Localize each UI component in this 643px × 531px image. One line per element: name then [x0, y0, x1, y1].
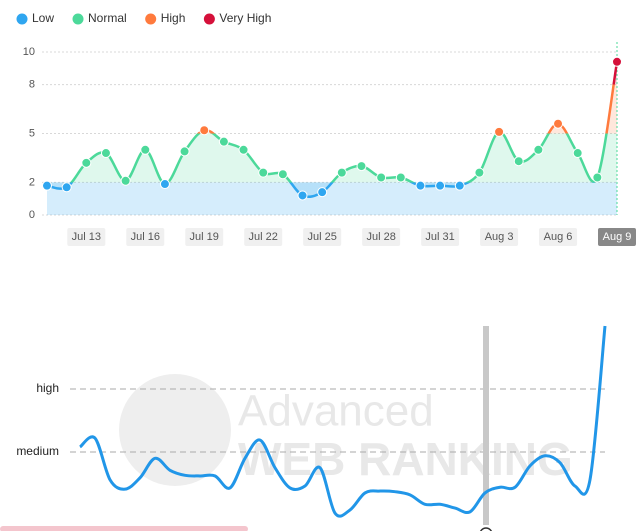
- point: [140, 144, 151, 155]
- x-tick-box: [244, 228, 283, 246]
- point: [356, 161, 367, 172]
- legend-marker: [72, 13, 84, 25]
- point: [376, 172, 387, 183]
- point: [42, 180, 52, 191]
- point: [513, 156, 524, 167]
- y-tick-label: medium: [16, 444, 59, 458]
- x-tick-label: Aug 9: [603, 231, 632, 243]
- line: [79, 325, 607, 518]
- point: [474, 167, 485, 178]
- point: [61, 182, 72, 193]
- x-tick-label: Jul 13: [72, 231, 101, 243]
- x-tick-label: Jul 22: [249, 231, 278, 243]
- cursor-bar: [483, 326, 489, 525]
- x-tick-box: [421, 228, 460, 246]
- point: [435, 180, 446, 191]
- legend-marker: [203, 13, 215, 25]
- point: [533, 144, 544, 155]
- y-tick-label: 10: [23, 46, 35, 58]
- point: [494, 126, 505, 137]
- x-tick-label: Jul 28: [366, 231, 395, 243]
- watermark-logo: [119, 374, 231, 486]
- x-tick-box: [598, 228, 636, 246]
- y-tick-label: 0: [29, 209, 35, 221]
- watermark-text: WEB RANKING: [238, 433, 573, 485]
- legend-label: Low: [32, 11, 54, 25]
- legend-marker: [145, 13, 157, 25]
- point: [159, 179, 170, 190]
- point: [277, 169, 288, 180]
- bottom-bar: [0, 526, 248, 531]
- y-tick-label: 2: [29, 176, 35, 188]
- x-tick-box: [303, 228, 342, 246]
- x-tick-label: Jul 25: [307, 231, 336, 243]
- point: [81, 157, 92, 168]
- legend-marker: [16, 13, 28, 25]
- point: [218, 136, 229, 147]
- legend-label: High: [161, 11, 186, 25]
- x-tick-label: Jul 31: [425, 231, 454, 243]
- point: [120, 175, 131, 186]
- x-tick-label: Aug 6: [544, 231, 573, 243]
- x-tick-box: [362, 228, 401, 246]
- y-tick-label: 8: [29, 79, 35, 91]
- point: [100, 148, 111, 159]
- point: [336, 167, 347, 178]
- point: [395, 172, 406, 183]
- x-tick-label: Aug 3: [485, 231, 514, 243]
- point: [238, 144, 249, 155]
- point: [258, 167, 269, 178]
- point: [592, 172, 603, 183]
- x-tick-label: Jul 16: [131, 231, 160, 243]
- watermark-text: Advanced: [238, 387, 434, 436]
- x-tick-box: [480, 228, 519, 246]
- y-tick-label: high: [36, 381, 59, 395]
- point: [179, 146, 190, 157]
- point: [572, 148, 583, 159]
- point: [415, 180, 426, 191]
- x-tick-box: [185, 228, 224, 246]
- level-area: [47, 61, 617, 197]
- point: [297, 190, 308, 201]
- cursor-handle: [479, 527, 493, 531]
- point: [317, 187, 328, 198]
- x-tick-box: [67, 228, 106, 246]
- legend-label: Normal: [88, 11, 127, 25]
- point: [612, 56, 622, 67]
- point: [454, 180, 465, 191]
- x-tick-box: [126, 228, 165, 246]
- point: [199, 125, 210, 136]
- y-tick-label: 5: [29, 127, 35, 139]
- low-band: [47, 182, 617, 215]
- point: [553, 118, 564, 129]
- x-tick-label: Jul 19: [190, 231, 219, 243]
- x-tick-box: [539, 228, 578, 246]
- legend-label: Very High: [219, 11, 271, 25]
